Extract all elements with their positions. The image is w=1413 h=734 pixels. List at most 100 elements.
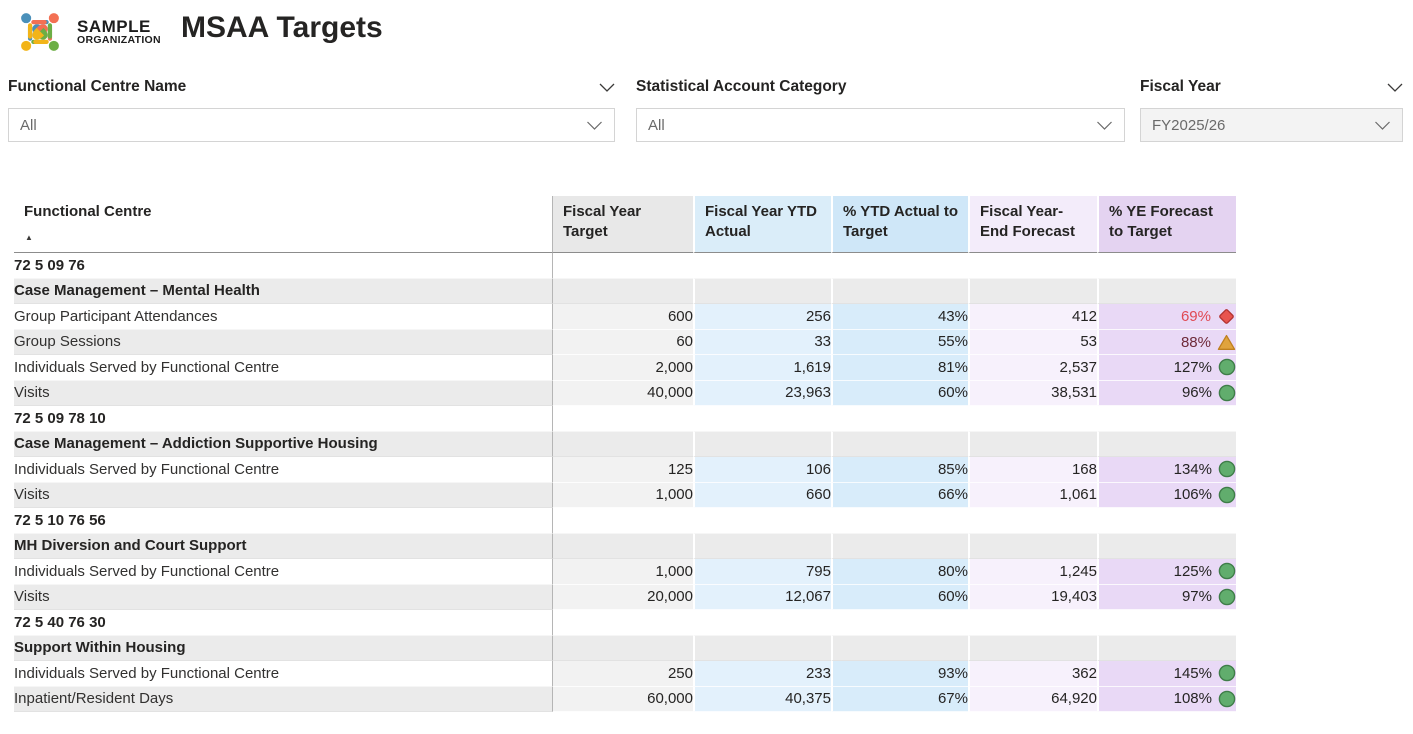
cell-value[interactable]: 81% xyxy=(831,355,968,381)
slicer-functional-centre-dropdown[interactable]: All xyxy=(8,108,615,142)
cell-value[interactable]: 145% xyxy=(1097,661,1236,687)
slicer-statistical-account-dropdown[interactable]: All xyxy=(636,108,1125,142)
cell-value xyxy=(968,508,1097,534)
cell-value[interactable]: 55% xyxy=(831,329,968,355)
cell-value[interactable]: 67% xyxy=(831,686,968,712)
cell-value[interactable]: 108% xyxy=(1097,686,1236,712)
chevron-down-icon[interactable] xyxy=(599,83,615,92)
cell-functional-centre[interactable]: Visits xyxy=(14,380,553,406)
cell-value xyxy=(553,610,693,636)
cell-value[interactable]: 12,067 xyxy=(693,584,831,610)
cell-value[interactable]: 1,245 xyxy=(968,559,1097,585)
cell-value[interactable]: 106% xyxy=(1097,482,1236,508)
cell-value[interactable]: 85% xyxy=(831,457,968,483)
cell-value[interactable]: 600 xyxy=(553,304,693,330)
cell-value[interactable]: 23,963 xyxy=(693,380,831,406)
cell-value[interactable]: 250 xyxy=(553,661,693,687)
cell-value[interactable]: 96% xyxy=(1097,380,1236,406)
cell-functional-centre[interactable]: Visits xyxy=(14,584,553,610)
cell-value[interactable]: 88% xyxy=(1097,329,1236,355)
cell-value[interactable]: 20,000 xyxy=(553,584,693,610)
green-circle-icon xyxy=(1218,358,1236,376)
cell-value[interactable]: 80% xyxy=(831,559,968,585)
slicer-functional-centre-label: Functional Centre Name xyxy=(8,78,187,95)
cell-value[interactable]: 93% xyxy=(831,661,968,687)
cell-value[interactable]: 1,000 xyxy=(553,559,693,585)
cell-value[interactable]: 256 xyxy=(693,304,831,330)
cell-functional-centre[interactable]: Inpatient/Resident Days xyxy=(14,686,553,712)
cell-value[interactable]: 2,000 xyxy=(553,355,693,381)
cell-value[interactable]: 60,000 xyxy=(553,686,693,712)
slicer-fiscal-year-dropdown[interactable]: FY2025/26 xyxy=(1140,108,1403,142)
cell-functional-centre[interactable]: Group Participant Attendances xyxy=(14,304,553,330)
chevron-down-icon[interactable] xyxy=(1387,83,1403,92)
cell-value xyxy=(1097,406,1236,432)
cell-value xyxy=(553,508,693,534)
column-header[interactable]: % YE Forecast to Target xyxy=(1097,196,1236,253)
cell-value[interactable]: 38,531 xyxy=(968,380,1097,406)
cell-functional-centre[interactable]: MH Diversion and Court Support xyxy=(14,533,553,559)
cell-value[interactable]: 33 xyxy=(693,329,831,355)
cell-value[interactable]: 660 xyxy=(693,482,831,508)
cell-value xyxy=(831,253,968,279)
cell-value[interactable]: 125% xyxy=(1097,559,1236,585)
cell-value xyxy=(968,635,1097,661)
cell-functional-centre[interactable]: Visits xyxy=(14,482,553,508)
cell-value[interactable]: 97% xyxy=(1097,584,1236,610)
cell-value xyxy=(831,533,968,559)
cell-functional-centre[interactable]: Individuals Served by Functional Centre xyxy=(14,355,553,381)
cell-value[interactable]: 127% xyxy=(1097,355,1236,381)
cell-value xyxy=(1097,610,1236,636)
cell-functional-centre[interactable]: Group Sessions xyxy=(14,329,553,355)
cell-value[interactable]: 43% xyxy=(831,304,968,330)
cell-value xyxy=(1097,278,1236,304)
cell-functional-centre[interactable]: 72 5 10 76 56 xyxy=(14,508,553,534)
cell-value[interactable]: 64,920 xyxy=(968,686,1097,712)
chevron-down-icon xyxy=(1375,121,1390,130)
cell-value[interactable]: 69% xyxy=(1097,304,1236,330)
cell-value[interactable]: 19,403 xyxy=(968,584,1097,610)
cell-value[interactable]: 125 xyxy=(553,457,693,483)
cell-functional-centre[interactable]: Case Management – Mental Health xyxy=(14,278,553,304)
cell-functional-centre[interactable]: 72 5 09 78 10 xyxy=(14,406,553,432)
cell-value xyxy=(693,431,831,457)
cell-value xyxy=(553,253,693,279)
cell-functional-centre[interactable]: Case Management – Addiction Supportive H… xyxy=(14,431,553,457)
cell-functional-centre[interactable]: Individuals Served by Functional Centre xyxy=(14,559,553,585)
cell-functional-centre[interactable]: Individuals Served by Functional Centre xyxy=(14,661,553,687)
column-header[interactable]: % YTD Actual to Target xyxy=(831,196,968,253)
cell-value[interactable]: 40,375 xyxy=(693,686,831,712)
cell-value[interactable]: 60% xyxy=(831,584,968,610)
cell-value[interactable]: 233 xyxy=(693,661,831,687)
column-header[interactable]: Fiscal Year Target xyxy=(553,196,693,253)
cell-value[interactable]: 795 xyxy=(693,559,831,585)
table-row: 72 5 40 76 30 xyxy=(14,610,1236,636)
cell-value[interactable]: 53 xyxy=(968,329,1097,355)
cell-value[interactable]: 40,000 xyxy=(553,380,693,406)
cell-value[interactable]: 1,061 xyxy=(968,482,1097,508)
cell-value[interactable]: 1,000 xyxy=(553,482,693,508)
cell-value[interactable]: 60% xyxy=(831,380,968,406)
green-circle-icon xyxy=(1218,588,1236,606)
cell-value[interactable]: 362 xyxy=(968,661,1097,687)
cell-functional-centre[interactable]: Support Within Housing xyxy=(14,635,553,661)
green-circle-icon xyxy=(1218,460,1236,478)
cell-value xyxy=(553,533,693,559)
cell-functional-centre[interactable]: 72 5 40 76 30 xyxy=(14,610,553,636)
cell-value[interactable]: 106 xyxy=(693,457,831,483)
cell-functional-centre[interactable]: 72 5 09 76 xyxy=(14,253,553,279)
cell-value[interactable]: 168 xyxy=(968,457,1097,483)
cell-value[interactable]: 2,537 xyxy=(968,355,1097,381)
cell-value[interactable]: 60 xyxy=(553,329,693,355)
slicer-statistical-account-label: Statistical Account Category xyxy=(636,78,847,95)
table-row: 72 5 09 76 xyxy=(14,253,1236,279)
cell-value[interactable]: 66% xyxy=(831,482,968,508)
cell-value[interactable]: 412 xyxy=(968,304,1097,330)
cell-value[interactable]: 134% xyxy=(1097,457,1236,483)
cell-functional-centre[interactable]: Individuals Served by Functional Centre xyxy=(14,457,553,483)
cell-value[interactable]: 1,619 xyxy=(693,355,831,381)
column-header[interactable]: Fiscal Year YTD Actual xyxy=(693,196,831,253)
column-header[interactable]: Functional Centre ▲ xyxy=(14,196,553,253)
column-header[interactable]: Fiscal Year-End Forecast xyxy=(968,196,1097,253)
cell-value xyxy=(1097,533,1236,559)
